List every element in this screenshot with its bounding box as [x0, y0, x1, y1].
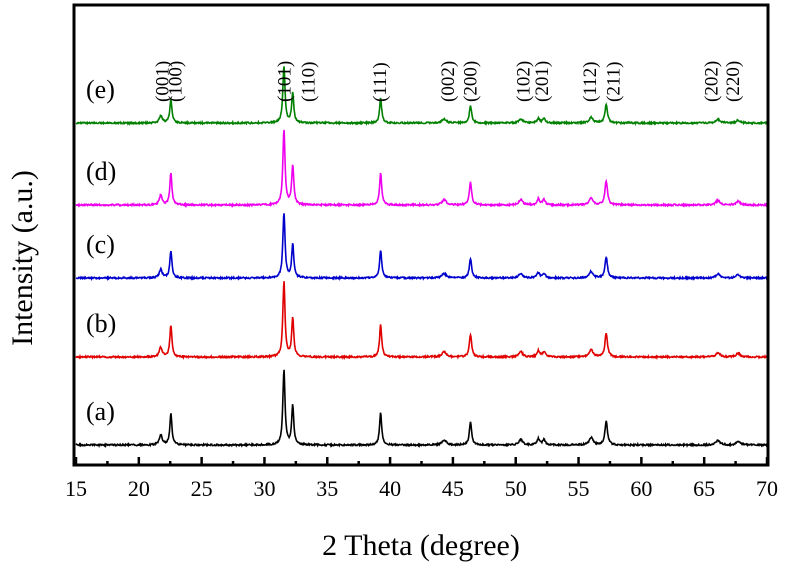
- x-tick-label: 20: [128, 476, 150, 501]
- peak-label: (110): [298, 62, 319, 102]
- x-tick-label: 35: [316, 476, 338, 501]
- series-label: (d): [86, 157, 116, 186]
- series-label: (b): [86, 309, 116, 338]
- series-line-e: [75, 66, 768, 127]
- x-tick-label: 25: [191, 476, 213, 501]
- peak-label: (102): [513, 61, 534, 102]
- peak-label: (111): [370, 62, 391, 102]
- x-tick-label: 65: [693, 476, 715, 501]
- peak-label: (220): [723, 61, 744, 102]
- series-line-d: [75, 129, 768, 209]
- series-label: (a): [86, 397, 115, 426]
- peak-label: (002): [438, 61, 459, 102]
- x-tick-label: 45: [442, 476, 464, 501]
- peak-label: (001): [153, 61, 174, 102]
- peak-label: (100): [165, 61, 186, 102]
- series-line-b: [75, 281, 768, 361]
- x-axis-title: 2 Theta (degree): [322, 529, 520, 562]
- peak-label: (211): [604, 62, 625, 102]
- peak-label: (112): [580, 62, 601, 102]
- x-tick-label: 40: [379, 476, 401, 501]
- series-line-c: [75, 213, 768, 282]
- y-axis-title: Intensity (a.u.): [6, 170, 39, 346]
- series-label: (c): [86, 230, 115, 259]
- peak-label: (200): [461, 61, 482, 102]
- series-line-a: [75, 369, 768, 449]
- peak-label: (202): [702, 61, 723, 102]
- x-tick-label: 15: [65, 476, 87, 501]
- peak-label: (101): [275, 61, 296, 102]
- x-tick-label: 60: [630, 476, 652, 501]
- x-tick-label: 55: [568, 476, 590, 501]
- x-tick-label: 50: [505, 476, 527, 501]
- x-tick-label: 70: [756, 476, 778, 501]
- x-tick-label: 30: [253, 476, 275, 501]
- peak-label: (201): [532, 61, 553, 102]
- series-label: (e): [86, 75, 115, 104]
